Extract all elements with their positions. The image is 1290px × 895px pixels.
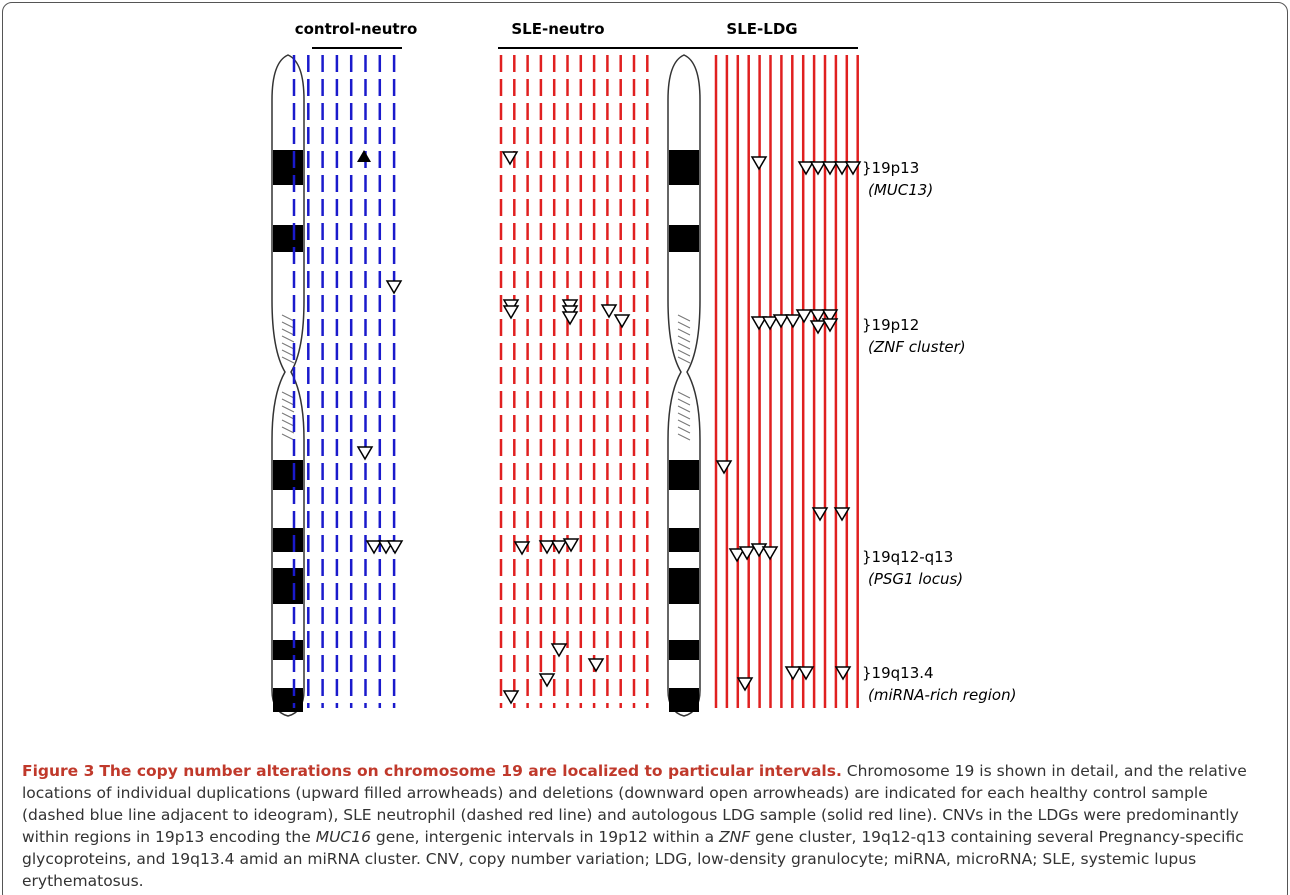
deletion-arrowhead [786,315,800,327]
deletion-arrowhead [504,306,518,318]
deletion-arrowhead [752,157,766,169]
figure: control-neutro SLE-neutro SLE-LDG }19p13… [0,0,1290,750]
column-label: SLE-LDG [726,20,797,38]
region-band: }19q12-q13 [862,548,953,566]
caption-text: ZNF [719,828,750,846]
deletion-arrowhead [786,667,800,679]
ideogram-band [273,640,303,660]
region-band: }19p13 [862,159,919,177]
region-note: (MUC13) [868,181,933,199]
ideogram-band [669,460,699,490]
deletion-arrowhead [615,315,629,327]
column-label: control-neutro [295,20,418,38]
ideogram-band [273,528,303,552]
deletion-arrowhead [563,312,577,324]
caption-text: MUC16 [316,828,371,846]
deletion-arrowhead [552,644,566,656]
deletion-arrowhead [799,667,813,679]
deletion-arrowhead [799,162,813,174]
deletion-arrowhead [763,317,777,329]
region-note: (miRNA-rich region) [868,686,1016,704]
ideogram-band [273,150,303,185]
region-note: (ZNF cluster) [868,338,966,356]
deletion-arrowhead [602,305,616,317]
caption-title: The copy number alterations on chromosom… [99,762,842,780]
region-band: }19q13.4 [862,664,934,682]
deletion-arrowhead [774,315,788,327]
column-label: SLE-neutro [511,20,604,38]
region-band: }19p12 [862,316,919,334]
ideogram-band [669,225,699,252]
ideogram-band [273,460,303,490]
ideogram-band [669,688,699,712]
caption-text: gene, intergenic intervals in 19p12 with… [371,828,719,846]
deletion-arrowhead [358,447,372,459]
ideogram-band [273,568,303,604]
ideogram-band [273,225,303,252]
deletion-arrowhead [763,547,777,559]
ideogram-band [669,640,699,660]
ideogram-band [669,150,699,185]
deletion-arrowhead [717,461,731,473]
deletion-arrowhead [589,659,603,671]
deletion-arrowhead [564,539,578,551]
duplication-arrowhead [357,150,371,162]
ideogram-band [669,528,699,552]
deletion-arrowhead [504,691,518,703]
ideogram-band [669,568,699,604]
deletion-arrowhead [387,281,401,293]
ideogram-band [273,688,303,712]
caption: Figure 3 The copy number alterations on … [22,760,1272,892]
region-note: (PSG1 locus) [868,570,963,588]
caption-label: Figure 3 [22,762,94,780]
